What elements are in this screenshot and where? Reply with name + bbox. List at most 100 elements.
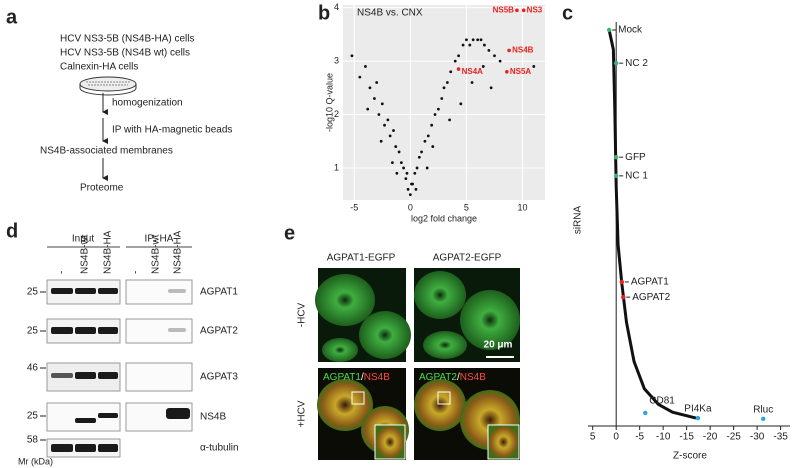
control-point: [606, 27, 612, 33]
data-point: [383, 123, 386, 127]
y-axis-label: siRNA: [573, 206, 584, 235]
y-tick-label: 3: [334, 55, 339, 65]
control-label: NC 2: [625, 58, 648, 69]
data-point: [390, 161, 394, 165]
cell-line: HCV NS3-5B (NS4B-HA) cells: [60, 34, 194, 45]
fraction: NS4B-associated membranes: [40, 146, 173, 157]
data-point: [445, 81, 449, 84]
data-point: [442, 86, 446, 90]
highlight-point: [505, 69, 509, 74]
data-point: [414, 187, 418, 191]
blot-strip: [125, 318, 193, 344]
band: [98, 288, 118, 294]
data-point: [433, 113, 437, 116]
dish-icon: [79, 76, 137, 96]
data-point: [364, 65, 367, 68]
column-label: AGPAT1-EGFP: [327, 253, 396, 264]
y-tick-label: 1: [334, 162, 339, 172]
y-axis-label: -log10 Q-value: [324, 73, 334, 132]
band: [98, 327, 118, 334]
data-point: [379, 139, 383, 143]
control-label: PI4Ka: [684, 404, 712, 415]
panel-label: d: [6, 220, 18, 242]
data-point: [394, 145, 398, 148]
x-tick-label: -30: [750, 432, 765, 443]
highlight-label: NS4A: [462, 67, 484, 76]
data-point: [487, 49, 491, 52]
row-label: α-tubulin: [200, 443, 239, 454]
data-point: [461, 43, 465, 47]
cell-line: Calnexin-HA cells: [60, 62, 138, 73]
panel-label: a: [6, 6, 18, 28]
micrograph: [317, 368, 409, 460]
band: [51, 288, 73, 294]
mr-label: 46: [27, 363, 39, 374]
data-point: [470, 81, 474, 84]
x-tick-label: -25: [726, 432, 741, 443]
x-tick-label: 5: [464, 202, 469, 212]
x-tick-label: 10: [518, 202, 528, 212]
mr-label: 25: [27, 411, 39, 422]
control-point: [695, 415, 701, 421]
control-label: NC 1: [625, 171, 648, 182]
data-point: [498, 59, 502, 63]
control-label: Rluc: [753, 404, 773, 415]
panel-label: b: [318, 2, 330, 24]
control-point: [613, 173, 619, 179]
data-point: [459, 102, 463, 106]
panel-label: c: [562, 2, 573, 24]
lane-label: -: [131, 271, 142, 274]
data-point: [449, 70, 453, 74]
lane-label: -: [57, 271, 68, 274]
x-tick-label: 0: [613, 432, 619, 443]
y-tick-label: 4: [334, 2, 339, 12]
data-point: [489, 86, 493, 90]
highlight-label: NS3: [527, 5, 543, 14]
data-point: [404, 177, 408, 181]
mr-label: 58: [27, 435, 39, 446]
band: [75, 418, 96, 423]
x-tick-label: -20: [703, 432, 718, 443]
row-label: AGPAT1: [200, 287, 238, 298]
data-point: [402, 166, 405, 170]
control-label: Mock: [618, 25, 643, 36]
data-point: [417, 155, 421, 159]
band: [75, 327, 96, 334]
x-tick-label: -10: [656, 432, 671, 443]
control-label: AGPAT1: [631, 277, 669, 288]
highlight-point: [521, 8, 526, 13]
band: [75, 372, 96, 379]
band: [98, 413, 118, 418]
y-tick-label: 2: [334, 109, 339, 119]
lane-label: NS4B-wt: [80, 234, 91, 274]
control-point: [761, 416, 766, 422]
data-point: [368, 86, 372, 90]
data-point: [399, 161, 403, 165]
cell-line: HCV NS3-5B (NS4B wt) cells: [60, 48, 190, 59]
lane-label: NS4B-HA: [173, 230, 184, 274]
overlay-label: AGPAT2/NS4B: [419, 372, 486, 383]
control-point: [613, 154, 619, 160]
data-point: [405, 171, 409, 175]
data-point: [397, 150, 401, 154]
band: [98, 372, 118, 379]
data-point: [395, 171, 399, 175]
band: [166, 408, 190, 419]
x-tick-label: -5: [635, 432, 644, 443]
control-point: [619, 279, 625, 285]
highlight-point: [456, 67, 461, 71]
control-label: AGPAT2: [632, 292, 670, 303]
channel: AGPAT2: [419, 372, 457, 383]
band: [98, 444, 118, 452]
data-point: [408, 193, 412, 197]
mr-label: 25: [27, 287, 39, 298]
row-label: -HCV: [297, 302, 308, 327]
data-point: [440, 97, 444, 100]
chart-title: NS4B vs. CNX: [357, 8, 423, 19]
highlight-label: NS5A: [510, 67, 532, 76]
highlight-label: NS4B: [512, 46, 534, 55]
data-point: [392, 129, 395, 132]
channel: NS4B: [364, 372, 390, 383]
column-label: AGPAT2-EGFP: [433, 253, 502, 264]
x-tick-label: 5: [590, 432, 596, 443]
